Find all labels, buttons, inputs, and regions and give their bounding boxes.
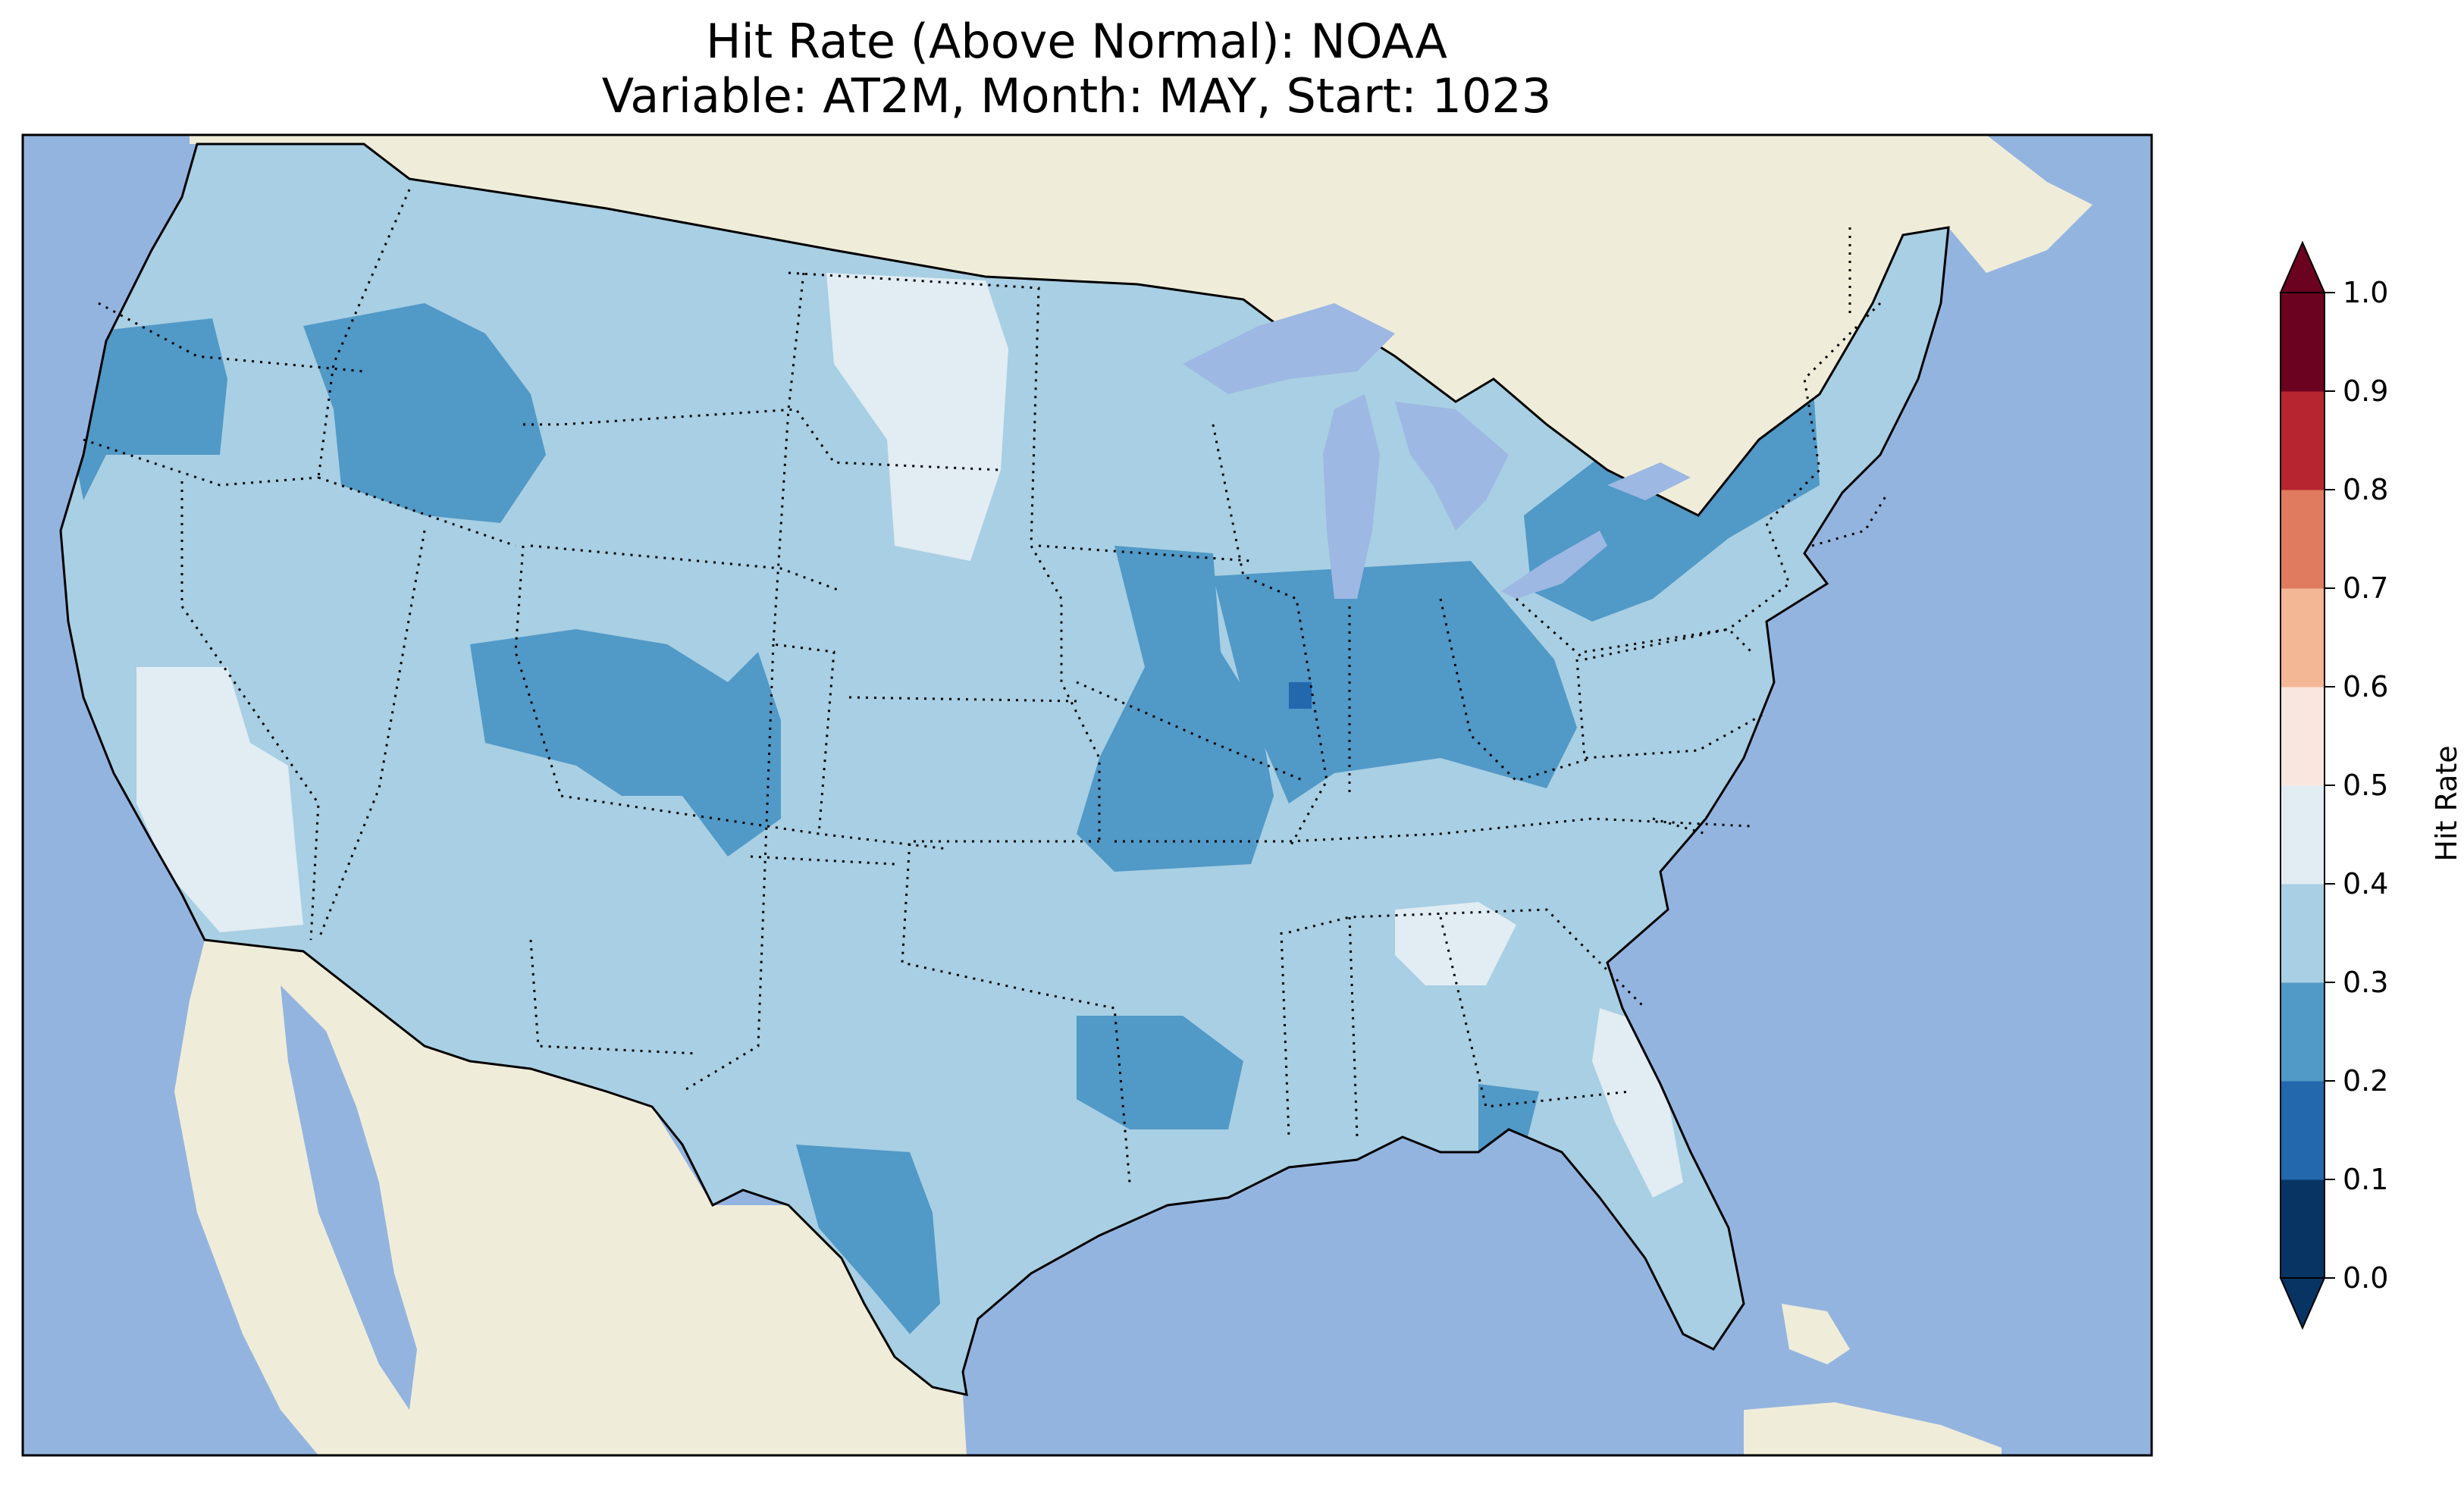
hit-rate-region (826, 273, 1008, 561)
lake-erie (1501, 531, 1607, 599)
colorbar-tick-label: 0.9 (2343, 374, 2388, 408)
colorbar-bin (2281, 391, 2324, 490)
hit-rate-region (1077, 546, 1274, 872)
lake-huron (1395, 402, 1509, 531)
colorbar-tick-label: 1.0 (2343, 276, 2388, 309)
state-boundaries (83, 189, 1889, 1183)
colorbar-bin (2281, 588, 2324, 687)
hit-rate-region (1213, 561, 1577, 803)
colorbar-bin (2281, 1081, 2324, 1180)
colorbar-tick-label: 0.5 (2343, 769, 2388, 802)
canada-land (190, 135, 2093, 515)
hit-rate-region (1289, 682, 1312, 709)
gulf-of-california (281, 985, 417, 1410)
map-frame (21, 133, 2153, 1457)
lake-michigan (1323, 394, 1380, 599)
hit-rate-region (1592, 1008, 1683, 1198)
lake-superior (1183, 303, 1395, 394)
hit-rate-region (303, 303, 546, 523)
colorbar-bin (2281, 490, 2324, 589)
colorbar-tick-label: 0.2 (2343, 1064, 2388, 1098)
cuba-land (1744, 1402, 2002, 1455)
hit-rate-region (1395, 902, 1516, 985)
hit-rate-region (136, 667, 303, 932)
hit-rate-region (796, 1145, 940, 1334)
colorbar-tick-label: 0.0 (2343, 1261, 2388, 1295)
hit-rate-region (1077, 1016, 1243, 1129)
colorbar-bin (2281, 785, 2324, 885)
colorbar-extend-max (2279, 240, 2326, 293)
bahamas-land (1782, 1304, 1850, 1364)
hit-rate-region (470, 629, 781, 857)
colorbar-bin (2281, 982, 2324, 1082)
colorbar-tick-label: 0.4 (2343, 867, 2388, 900)
colorbar-extend-min (2279, 1277, 2326, 1330)
chart-subtitle: Variable: AT2M, Month: MAY, Start: 1023 (601, 68, 1552, 124)
colorbar-label: Hit Rate (2430, 745, 2463, 861)
great-lakes (1183, 303, 1691, 599)
colorbar-bin (2281, 884, 2324, 983)
colorbar-bin (2281, 293, 2324, 392)
colorbar-tick-label: 0.1 (2343, 1163, 2388, 1196)
hit-rate-region (68, 318, 227, 500)
colorbar-bin (2281, 687, 2324, 786)
colorbar-tick-label: 0.6 (2343, 670, 2388, 703)
coastline (59, 143, 1950, 1396)
colorbar-tick-label: 0.8 (2343, 473, 2388, 506)
colorbar-tick-label: 0.7 (2343, 572, 2388, 605)
chart-title: Hit Rate (Above Normal): NOAA (706, 14, 1447, 69)
colorbar-bin (2281, 1179, 2324, 1279)
lake-ontario (1607, 462, 1691, 500)
colorbar-tick-label: 0.3 (2343, 966, 2388, 999)
